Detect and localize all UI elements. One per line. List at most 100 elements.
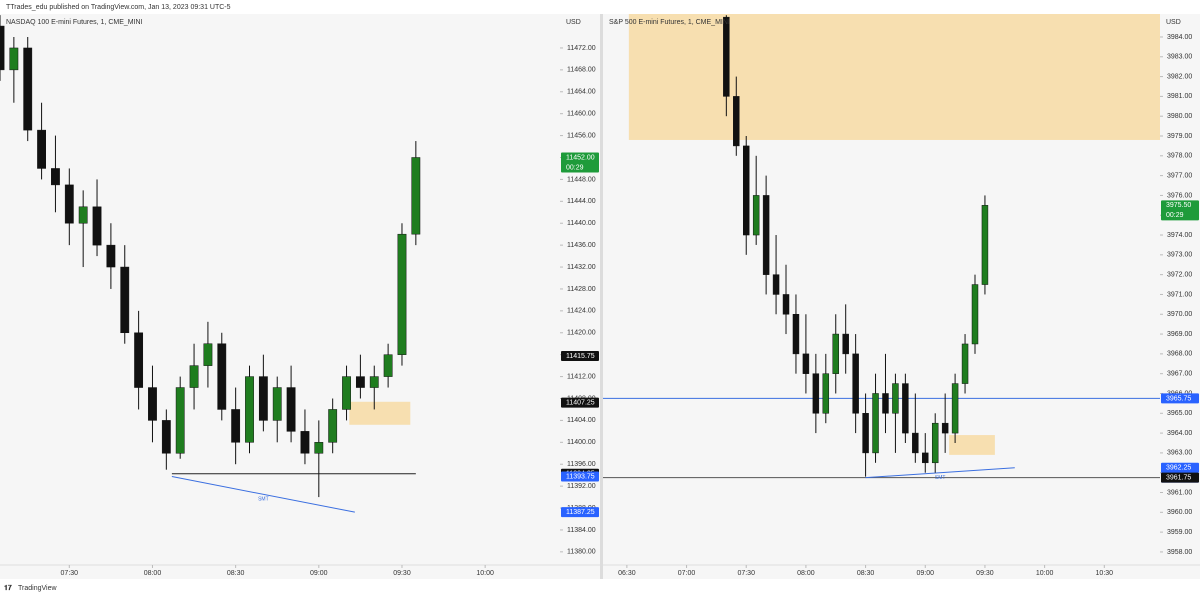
y-tick-label: 11400.00 <box>567 439 596 446</box>
price-tag: 3975.50 00:29 <box>1161 200 1199 221</box>
footer: TradingView <box>18 585 57 592</box>
candle-body <box>733 96 740 147</box>
y-tick-label: 3978.00 <box>1167 153 1192 160</box>
y-tick-label: 11420.00 <box>567 330 596 337</box>
candle-body <box>245 376 254 443</box>
candle-body <box>772 274 780 295</box>
price-tag: 3965.75 <box>1161 393 1199 404</box>
y-tick-label: 3984.00 <box>1167 34 1192 41</box>
candle-body <box>0 25 5 71</box>
x-tick-label: 06:30 <box>618 570 636 577</box>
candle-body <box>981 205 989 285</box>
y-tick-label: 11384.00 <box>567 527 596 534</box>
x-tick-label: 07:30 <box>61 570 79 577</box>
x-tick-label: 08:30 <box>857 570 875 577</box>
candle-body <box>961 343 969 384</box>
candle-body <box>161 420 171 454</box>
candle-body <box>862 413 869 454</box>
y-tick-label: 11448.00 <box>567 176 596 183</box>
x-tick-label: 09:00 <box>916 570 934 577</box>
x-tick-label: 09:30 <box>976 570 994 577</box>
candle-body <box>882 393 889 414</box>
price-tag-box <box>1161 200 1199 221</box>
y-tick-label: 3982.00 <box>1167 73 1192 80</box>
candle-body <box>231 409 241 443</box>
candle-body <box>832 333 839 374</box>
candle-body <box>852 353 859 414</box>
price-tag: 3962.25 <box>1161 462 1199 473</box>
chart-title: S&P 500 E-mini Futures, 1, CME_MINI <box>609 19 730 26</box>
y-tick-label: 3981.00 <box>1167 93 1192 100</box>
plot: SMT <box>0 15 421 513</box>
candle-body <box>762 195 770 275</box>
candle-body <box>120 266 130 334</box>
y-tick-label: 11432.00 <box>567 264 596 271</box>
candle-body <box>369 376 379 388</box>
header: TTrades_edu published on TradingView.com… <box>6 4 231 11</box>
price-tag-box <box>1161 393 1199 404</box>
y-tick-label: 11424.00 <box>567 308 596 315</box>
price-tag-label: 11415.75 <box>566 353 595 360</box>
candle-body <box>971 284 979 345</box>
candle-body <box>782 294 790 315</box>
price-tag-box <box>561 397 599 408</box>
x-tick-label: 07:00 <box>678 570 696 577</box>
y-tick-label: 3974.00 <box>1167 232 1192 239</box>
price-tag-box <box>561 507 599 518</box>
y-tick-label: 11472.00 <box>567 45 596 52</box>
candle-body <box>272 387 282 421</box>
y-tick-label: 11396.00 <box>567 461 596 468</box>
candle-body <box>217 343 227 410</box>
level-line <box>865 467 1015 479</box>
y-tick-label: 3971.00 <box>1167 291 1192 298</box>
y-tick-label: 3959.00 <box>1167 529 1192 536</box>
candle-body <box>931 422 939 464</box>
zone <box>628 14 1160 140</box>
candle-body <box>912 432 919 454</box>
candle-body <box>872 393 879 454</box>
candle-body <box>189 365 199 388</box>
x-tick-label: 10:00 <box>476 570 494 577</box>
candle-body <box>892 383 899 414</box>
y-tick-label: 3980.00 <box>1167 113 1192 120</box>
candle-body <box>328 409 338 443</box>
candle-body <box>37 129 46 169</box>
candle-body <box>175 387 185 454</box>
y-tick-label: 11404.00 <box>567 417 596 424</box>
y-tick-label: 3958.00 <box>1167 549 1192 556</box>
x-tick-label: 09:30 <box>393 570 411 577</box>
x-tick-label: 10:00 <box>1036 570 1054 577</box>
price-tag-label: 11407.25 <box>566 399 595 406</box>
candle-body <box>148 387 157 421</box>
zone <box>949 435 995 455</box>
y-tick-label: 3967.00 <box>1167 371 1192 378</box>
price-tag-label: 3965.75 <box>1166 395 1191 402</box>
y-tick-label: 3969.00 <box>1167 331 1192 338</box>
candle-body <box>951 383 959 434</box>
candle-body <box>941 422 949 434</box>
candle-body <box>752 195 760 236</box>
y-tick-label: 3961.00 <box>1167 489 1192 496</box>
candle-body <box>92 206 102 246</box>
candle-body <box>742 145 750 236</box>
candle-body <box>314 442 324 454</box>
y-tick-label: 11456.00 <box>567 132 596 139</box>
y-unit: USD <box>566 19 581 26</box>
candle-body <box>106 244 116 268</box>
candle-body <box>902 383 909 434</box>
candle-body <box>203 343 213 366</box>
candle-body <box>397 233 407 355</box>
price-tag: 11393.75 <box>561 471 599 482</box>
y-tick-label: 3983.00 <box>1167 54 1192 61</box>
price-tag-box <box>1161 462 1199 473</box>
y-tick-label: 11464.00 <box>567 89 596 96</box>
x-tick-label: 10:30 <box>1096 570 1114 577</box>
annotation: SMT <box>935 475 946 481</box>
candle-body <box>792 314 800 355</box>
candle-body <box>78 206 88 224</box>
price-tag-label: 3962.25 <box>1166 465 1191 472</box>
y-tick-label: 11440.00 <box>567 220 596 227</box>
zone <box>349 401 411 425</box>
y-tick-label: 3963.00 <box>1167 450 1192 457</box>
